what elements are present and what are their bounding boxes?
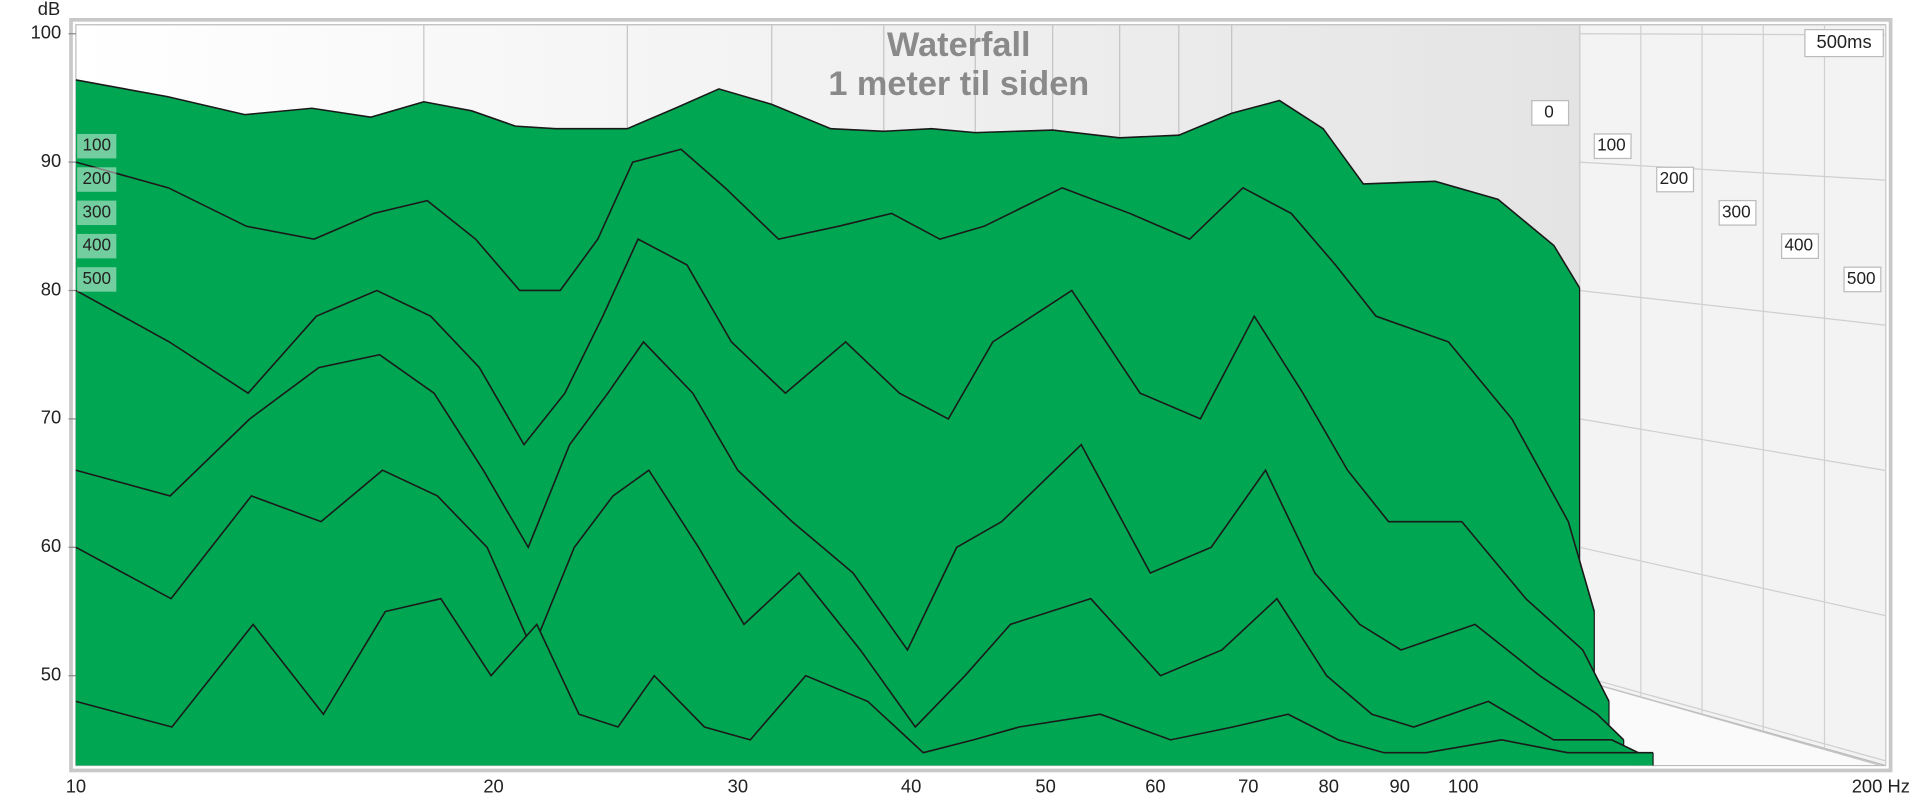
x-tick-label: 20 (483, 775, 503, 796)
time-label: 300 (82, 201, 111, 221)
grid-line (1579, 546, 1886, 617)
chart-title: Waterfall (887, 26, 1030, 64)
time-label-box (1593, 133, 1632, 160)
slice-line (75, 79, 1581, 289)
frame (69, 18, 1893, 773)
x-tick-label: 10 (66, 775, 86, 796)
x-tick-label: 40 (901, 775, 921, 796)
slice-fill (75, 598, 1654, 766)
time-label: 200 (1660, 168, 1689, 188)
slice-line (75, 238, 1610, 702)
slice-line (75, 469, 1639, 754)
y-tick-label: 90 (41, 150, 61, 171)
x-tick-label: 200 Hz (1852, 775, 1910, 796)
slice-line (75, 148, 1596, 612)
grid-line (1579, 418, 1886, 472)
y-tick-label: 100 (31, 22, 62, 43)
y-tick-label: 50 (41, 664, 61, 685)
time-label-box (77, 167, 117, 192)
time-label: 500 (82, 268, 111, 288)
grid-line (1579, 675, 1886, 762)
x-tick-label: 80 (1319, 775, 1339, 796)
time-label: 300 (1722, 201, 1751, 221)
time-label: 0 (1544, 101, 1554, 121)
x-tick-label: 100 (1448, 775, 1479, 796)
x-tick-label: 60 (1145, 775, 1165, 796)
x-tick-label: 70 (1238, 775, 1258, 796)
time-label: 100 (82, 135, 111, 155)
time-label: 100 (1597, 135, 1626, 155)
time-label-box (77, 267, 117, 292)
slice-line (75, 597, 1654, 754)
depth-label-box (1804, 29, 1884, 58)
y-tick-label: 70 (41, 407, 61, 428)
time-label-box (1781, 233, 1819, 259)
depth-label: 500ms (1817, 31, 1872, 52)
x-tick-label: 30 (728, 775, 748, 796)
time-label-box (77, 133, 117, 159)
grid-line (1579, 161, 1886, 181)
slice-line (75, 340, 1625, 741)
time-label-box (1718, 199, 1757, 226)
time-label: 500 (1847, 268, 1876, 288)
chart-subtitle: 1 meter til siden (828, 65, 1089, 103)
x-tick-label: 90 (1390, 775, 1410, 796)
time-label-box (1531, 100, 1570, 126)
x-tick-label: 50 (1035, 775, 1055, 796)
time-label-box (1843, 266, 1882, 293)
time-label: 400 (82, 235, 111, 255)
time-label-box (77, 233, 117, 259)
time-label: 400 (1784, 235, 1813, 255)
y-unit: dB (38, 0, 60, 19)
time-label-box (77, 200, 117, 226)
time-label: 200 (82, 168, 111, 188)
y-tick-label: 60 (41, 535, 61, 556)
grid-line (1579, 289, 1886, 326)
y-tick-label: 80 (41, 278, 61, 299)
grid-line (1579, 679, 1881, 767)
time-label-box (1656, 166, 1695, 193)
